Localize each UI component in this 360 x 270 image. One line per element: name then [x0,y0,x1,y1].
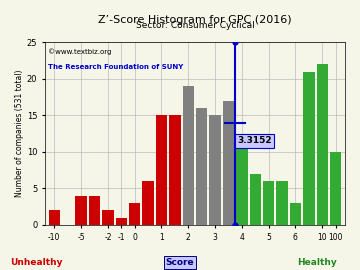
Text: Sector: Consumer Cyclical: Sector: Consumer Cyclical [136,21,254,30]
Bar [330,152,341,225]
Bar [89,196,100,225]
Bar [129,203,140,225]
Bar [142,181,154,225]
Bar [169,115,181,225]
Bar [223,101,234,225]
Bar [316,64,328,225]
Bar [276,181,288,225]
Text: 3.3152: 3.3152 [237,136,272,146]
Bar [116,218,127,225]
Text: The Research Foundation of SUNY: The Research Foundation of SUNY [48,64,183,70]
Bar [290,203,301,225]
Bar [303,72,315,225]
Text: Healthy: Healthy [297,258,337,267]
Bar [49,210,60,225]
Y-axis label: Number of companies (531 total): Number of companies (531 total) [15,70,24,197]
Bar [263,181,274,225]
Text: ©www.textbiz.org: ©www.textbiz.org [48,48,111,55]
Bar [196,108,207,225]
Bar [75,196,87,225]
Text: Score: Score [166,258,194,267]
Bar [236,137,248,225]
Bar [183,86,194,225]
Bar [210,115,221,225]
Bar [156,115,167,225]
Bar [102,210,113,225]
Title: Z’-Score Histogram for GPC (2016): Z’-Score Histogram for GPC (2016) [98,15,292,25]
Text: Unhealthy: Unhealthy [10,258,62,267]
Bar [249,174,261,225]
